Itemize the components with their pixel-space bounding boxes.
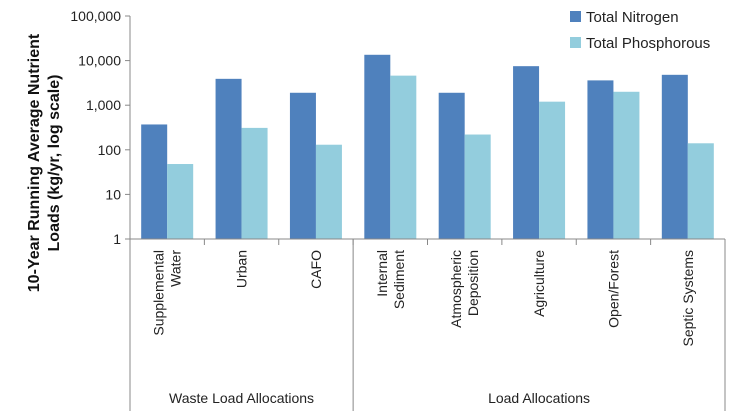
- x-axis: Supplemental Water Urban CAFO Internal Sedime…: [129, 238, 726, 411]
- x-tick-label: Deposition: [465, 250, 481, 316]
- legend-label: Total Nitrogen: [586, 9, 679, 26]
- y-tick-label: 10,000: [78, 53, 121, 69]
- bar-total-nitrogen-open-forest: [587, 80, 614, 239]
- y-tick-label: 100: [98, 142, 122, 158]
- y-axis-title-line: 10-Year Running Average Nutrient: [26, 33, 43, 292]
- bar-total-nitrogen-septic-systems: [661, 74, 688, 239]
- bar-total-nitrogen-atmospheric-deposition: [438, 92, 465, 240]
- legend-label: Total Phosphorous: [586, 35, 710, 52]
- x-tick-label: Open/Forest: [605, 250, 621, 328]
- y-tick-label: 100,000: [70, 8, 121, 24]
- x-tick-label: Supplemental: [151, 250, 167, 336]
- legend-swatch: [570, 37, 581, 48]
- x-tick-label: Sediment: [391, 250, 407, 309]
- bar-total-phosphorous-supplemental-water: [167, 164, 194, 239]
- bar-series: [141, 54, 714, 240]
- y-axis: 100,000 10,000 1,000 100 10 1: [70, 8, 131, 247]
- legend-swatch: [570, 11, 581, 22]
- x-tick-label: Septic Systems: [680, 250, 696, 346]
- bar-total-nitrogen-internal-sediment: [364, 54, 391, 240]
- y-axis-title-line: Loads (kg/yr, log scale): [46, 75, 63, 252]
- y-tick-label: 10: [105, 186, 121, 202]
- group-label: Waste Load Allocations: [169, 390, 314, 406]
- x-tick-label: CAFO: [308, 250, 324, 289]
- bar-total-phosphorous-atmospheric-deposition: [464, 134, 491, 239]
- bar-total-phosphorous-internal-sediment: [390, 75, 417, 240]
- group-label: Load Allocations: [488, 390, 590, 406]
- x-tick-label: Agriculture: [531, 250, 547, 317]
- bar-total-nitrogen-urban: [215, 78, 242, 239]
- y-axis-title: 10-Year Running Average Nutrient Loads (k…: [26, 33, 63, 292]
- bar-total-phosphorous-cafo: [315, 144, 342, 239]
- bar-total-phosphorous-agriculture: [539, 101, 566, 239]
- y-tick-label: 1,000: [86, 97, 121, 113]
- legend: Total Nitrogen Total Phosphorous: [570, 9, 710, 52]
- bar-total-phosphorous-urban: [241, 127, 268, 239]
- bar-total-phosphorous-septic-systems: [687, 143, 714, 239]
- bar-total-phosphorous-open-forest: [613, 91, 640, 239]
- x-tick-label: Urban: [234, 250, 250, 288]
- x-tick-label: Internal: [374, 250, 390, 297]
- y-tick-label: 1: [113, 231, 121, 247]
- x-tick-label: Water: [168, 250, 184, 287]
- bar-total-nitrogen-agriculture: [513, 66, 540, 239]
- bar-total-nitrogen-cafo: [289, 92, 316, 240]
- x-tick-label: Atmospheric: [448, 250, 464, 328]
- bar-total-nitrogen-supplemental-water: [141, 124, 168, 239]
